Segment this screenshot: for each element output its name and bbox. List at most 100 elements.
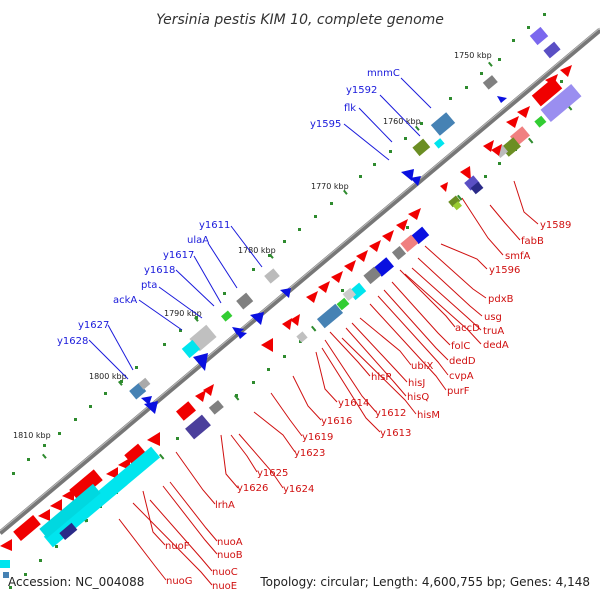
gene-label: y1627 bbox=[78, 320, 109, 331]
gene-label: pta bbox=[141, 280, 157, 291]
kbp-label-1780: 1780 kbp bbox=[238, 246, 276, 255]
cds-arrow-reverse bbox=[0, 539, 12, 551]
gene-label: fabB bbox=[521, 236, 544, 247]
cds-arrow-reverse bbox=[440, 182, 448, 192]
cog-box-cyan bbox=[181, 339, 201, 359]
cds-arrow-reverse bbox=[50, 499, 62, 511]
cog-box-violet bbox=[529, 26, 549, 46]
kbp-label-1810: 1810 kbp bbox=[13, 431, 51, 440]
cog-box-blue bbox=[374, 257, 394, 277]
gene-label: nuoG bbox=[166, 576, 193, 587]
gene-label: hisP bbox=[371, 372, 391, 383]
cog-box-gray bbox=[342, 287, 357, 302]
reverse-label-leaders bbox=[118, 180, 539, 586]
gene-label: accD bbox=[455, 323, 480, 334]
gene-label: lrhA bbox=[215, 500, 235, 511]
forward-gene-labels: mnmC y1592 flk y1595 y1611 ulaA y1617 y1… bbox=[57, 68, 400, 347]
cds-arrow-reverse bbox=[318, 281, 330, 293]
cog-box-blue bbox=[411, 226, 430, 245]
cds-arrow-reverse bbox=[344, 260, 356, 272]
gene-label: pdxB bbox=[488, 294, 514, 305]
cog-box-cyan bbox=[39, 483, 101, 539]
genome-backbone-highlight bbox=[0, 27, 600, 532]
gene-label: usg bbox=[484, 312, 502, 323]
gene-label: y1614 bbox=[338, 398, 369, 409]
cog-box-green bbox=[221, 310, 233, 322]
gene-label: dedD bbox=[449, 356, 476, 367]
gene-label: y1623 bbox=[294, 448, 325, 459]
cds-arrow-reverse bbox=[460, 166, 471, 180]
cds-arrow-reverse bbox=[506, 116, 519, 128]
gene-label: y1626 bbox=[237, 483, 268, 494]
gene-label: folC bbox=[451, 341, 470, 352]
gene-label: mnmC bbox=[367, 68, 400, 79]
cds-arrow-forward bbox=[410, 176, 421, 186]
reverse-gene-labels: y1589 fabB smfA y1596 pdxB usg truA dedA… bbox=[165, 220, 571, 592]
cds-arrow-reverse bbox=[483, 140, 494, 152]
cds-arrow-reverse bbox=[382, 230, 394, 242]
cog-box-gray bbox=[208, 400, 224, 415]
kbp-label-1790: 1790 kbp bbox=[164, 309, 202, 318]
cds-arrow-forward bbox=[193, 353, 208, 371]
cog-box-violet bbox=[185, 414, 211, 440]
cog-box-navy bbox=[470, 181, 484, 195]
cog-box-navy bbox=[59, 522, 78, 540]
gene-label: ulaA bbox=[187, 235, 209, 246]
cds-arrow-reverse bbox=[560, 65, 572, 77]
genome-summary: Topology: circular; Length: 4,600,755 bp… bbox=[259, 575, 590, 589]
figure-title: Yersinia pestis KIM 10, complete genome bbox=[156, 12, 444, 28]
kbp-label-1760: 1760 kbp bbox=[383, 117, 421, 126]
cog-box-gray bbox=[138, 377, 151, 390]
gene-label: ackA bbox=[113, 295, 137, 306]
kbp-label-1770: 1770 kbp bbox=[311, 182, 349, 191]
gene-label: hisQ bbox=[407, 392, 429, 403]
reverse-strand-features bbox=[0, 65, 582, 551]
cds-block-reverse bbox=[13, 515, 41, 541]
gene-label: hisJ bbox=[408, 378, 425, 389]
genome-backbone bbox=[0, 28, 600, 535]
gene-label: y1589 bbox=[540, 220, 571, 231]
gene-label: y1592 bbox=[346, 85, 377, 96]
cds-arrow-reverse bbox=[408, 208, 421, 220]
cds-block-reverse bbox=[69, 469, 103, 501]
cog-box-steelblue bbox=[3, 572, 9, 578]
cog-box-gray bbox=[363, 266, 382, 285]
gene-label: smfA bbox=[505, 251, 530, 262]
gene-label: truA bbox=[483, 326, 504, 337]
cds-arrow-reverse bbox=[203, 384, 214, 396]
cds-arrow-reverse bbox=[396, 219, 408, 231]
cog-box-gray bbox=[391, 245, 407, 261]
gene-label: y1612 bbox=[375, 408, 406, 419]
gene-label: dedA bbox=[483, 340, 509, 351]
cds-arrow-reverse bbox=[282, 318, 292, 330]
cds-arrow-reverse bbox=[62, 489, 74, 501]
cds-arrow-forward bbox=[236, 331, 247, 339]
gene-label: y1618 bbox=[144, 265, 175, 276]
gene-label: flk bbox=[344, 103, 356, 114]
cds-arrow-reverse bbox=[147, 432, 160, 446]
cog-box-olive bbox=[412, 138, 431, 157]
cds-arrow-reverse bbox=[517, 106, 530, 118]
gene-label: y1619 bbox=[302, 432, 333, 443]
gene-label: y1613 bbox=[380, 428, 411, 439]
cog-box-steelblue bbox=[430, 112, 456, 136]
cds-arrow-forward bbox=[144, 401, 158, 414]
gene-label: y1617 bbox=[163, 250, 194, 261]
gene-label: ubiX bbox=[411, 361, 433, 372]
cog-box-gray bbox=[296, 331, 308, 343]
forward-strand-features bbox=[0, 26, 561, 578]
cog-box-cyan bbox=[434, 138, 445, 149]
cds-arrow-reverse bbox=[356, 250, 368, 262]
gene-label: y1595 bbox=[310, 119, 341, 130]
cog-box-green bbox=[534, 115, 547, 128]
cog-box-gray bbox=[482, 75, 498, 90]
cog-box-steelblue bbox=[316, 303, 344, 329]
cds-arrow-forward bbox=[232, 327, 244, 335]
cds-arrow-forward bbox=[497, 96, 507, 103]
kbp-label-1800: 1800 kbp bbox=[89, 372, 127, 381]
cds-arrow-reverse bbox=[306, 291, 318, 303]
accession-label: Accession: NC_004088 bbox=[8, 575, 144, 589]
cds-arrow-forward bbox=[280, 288, 291, 298]
cog-box-cyan bbox=[43, 446, 161, 548]
